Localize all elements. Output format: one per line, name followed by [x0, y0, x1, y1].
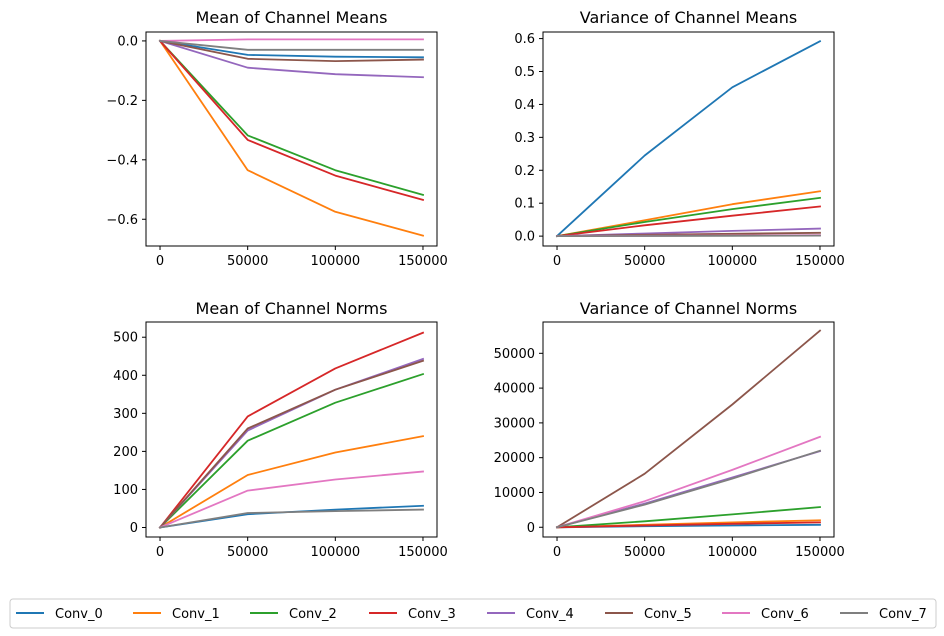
series-line-conv-5 — [158, 359, 425, 529]
y-tick-label: 10000 — [494, 486, 535, 501]
chart-title: Mean of Channel Means — [196, 8, 388, 27]
series-line-conv-2 — [556, 506, 821, 529]
x-tick-label: 100000 — [708, 545, 758, 560]
series-line-conv-7 — [555, 449, 822, 529]
x-tick-label: 150000 — [795, 254, 845, 269]
y-axis: 0 100 200 300 400 500 — [113, 331, 146, 536]
series-line-conv-3 — [158, 331, 425, 529]
y-tick-label: −0.6 — [106, 213, 138, 228]
series-line-conv-3 — [158, 39, 425, 202]
series-line-conv-7 — [556, 234, 821, 238]
y-axis: −0.6 −0.4 −0.2 0.0 — [106, 34, 146, 228]
y-tick-label: −0.2 — [106, 94, 138, 109]
y-tick-label: 500 — [113, 331, 138, 346]
chart-mean-of-channel-means: Mean of Channel Means 0 50000 100000 150000… — [106, 8, 447, 269]
legend-item-label: Conv_6 — [761, 607, 809, 622]
y-tick-label: 20000 — [494, 451, 535, 466]
series-line-conv-0 — [555, 39, 822, 238]
y-tick-label: 0.4 — [514, 98, 535, 113]
legend-item-label: Conv_2 — [289, 607, 337, 622]
y-tick-label: 0.2 — [514, 164, 535, 179]
legend: Conv_0 Conv_1 Conv_2 Conv_3 Conv_4 Conv_5 Conv… — [9, 598, 937, 629]
x-axis: 0 50000 100000 150000 — [156, 246, 448, 269]
series-line-conv-5 — [555, 329, 822, 529]
x-tick-label: 100000 — [311, 545, 361, 560]
series-line-conv-3 — [556, 521, 821, 529]
series-line-conv-6 — [159, 38, 424, 42]
y-tick-label: 0.3 — [514, 131, 535, 146]
legend-frame — [9, 598, 937, 629]
y-tick-label: 0.0 — [514, 230, 535, 245]
series-line-conv-6 — [158, 470, 424, 529]
chart-mean-of-channel-norms: Mean of Channel Norms 0 50000 100000 150000… — [113, 299, 448, 560]
plot-frame — [542, 321, 835, 538]
y-tick-label: 0 — [527, 521, 535, 536]
x-tick-label: 0 — [553, 545, 561, 560]
series-line-conv-4 — [158, 39, 424, 79]
series-line-conv-1 — [158, 435, 425, 529]
legend-item-label: Conv_7 — [879, 607, 927, 622]
y-tick-label: −0.4 — [106, 153, 138, 168]
y-axis: 0 10000 20000 30000 40000 50000 — [494, 347, 543, 536]
legend-item-label: Conv_1 — [172, 607, 220, 622]
series-line-conv-2 — [158, 39, 425, 197]
y-tick-label: 400 — [113, 369, 138, 384]
y-tick-label: 50000 — [494, 347, 535, 362]
series-lines — [555, 39, 822, 238]
y-tick-label: 0.1 — [514, 197, 535, 212]
legend-item-label: Conv_4 — [526, 607, 574, 622]
legend-item-label: Conv_3 — [408, 607, 456, 622]
y-tick-label: 100 — [113, 483, 138, 498]
x-tick-label: 150000 — [398, 254, 448, 269]
legend-item-label: Conv_5 — [644, 607, 692, 622]
series-line-conv-7 — [158, 508, 424, 529]
x-tick-label: 50000 — [624, 254, 665, 269]
series-line-conv-2 — [158, 372, 425, 529]
series-line-conv-7 — [159, 39, 424, 51]
chart-title: Variance of Channel Norms — [580, 299, 797, 318]
chart-variance-of-channel-means: Variance of Channel Means 0 50000 100000 15… — [514, 8, 844, 269]
x-axis: 0 50000 100000 150000 — [553, 537, 845, 560]
series-line-conv-0 — [158, 39, 424, 59]
x-axis: 0 50000 100000 150000 — [553, 246, 845, 269]
y-tick-label: 0.5 — [514, 65, 535, 80]
y-tick-label: 0.0 — [117, 34, 138, 49]
series-line-conv-0 — [158, 504, 424, 529]
x-tick-label: 50000 — [227, 545, 268, 560]
series-line-conv-5 — [158, 39, 424, 62]
x-tick-label: 50000 — [624, 545, 665, 560]
plot-frame — [542, 31, 835, 247]
series-lines — [158, 38, 425, 237]
chart-variance-of-channel-norms: Variance of Channel Norms 0 50000 100000 15… — [494, 299, 845, 560]
x-tick-label: 0 — [156, 254, 164, 269]
y-tick-label: 40000 — [494, 382, 535, 397]
y-axis: 0.0 0.1 0.2 0.3 0.4 0.5 0.6 — [514, 32, 543, 245]
y-tick-label: 200 — [113, 445, 138, 460]
x-tick-label: 50000 — [227, 254, 268, 269]
series-line-conv-2 — [555, 196, 822, 238]
series-line-conv-1 — [158, 39, 425, 237]
x-tick-label: 150000 — [795, 545, 845, 560]
series-lines — [158, 331, 425, 529]
x-tick-label: 100000 — [311, 254, 361, 269]
x-tick-label: 0 — [156, 545, 164, 560]
y-tick-label: 300 — [113, 407, 138, 422]
legend-item-label: Conv_0 — [55, 607, 103, 622]
x-tick-label: 150000 — [398, 545, 448, 560]
y-tick-label: 0 — [130, 521, 138, 536]
plot-frame — [145, 31, 438, 247]
plot-frame — [145, 321, 438, 538]
chart-title: Mean of Channel Norms — [196, 299, 388, 318]
series-line-conv-6 — [555, 435, 822, 529]
y-tick-label: 30000 — [494, 416, 535, 431]
x-tick-label: 0 — [553, 254, 561, 269]
y-tick-label: 0.6 — [514, 32, 535, 47]
series-line-conv-3 — [555, 205, 821, 238]
x-axis: 0 50000 100000 150000 — [156, 537, 448, 560]
x-tick-label: 100000 — [708, 254, 758, 269]
chart-title: Variance of Channel Means — [580, 8, 797, 27]
series-lines — [555, 329, 822, 529]
